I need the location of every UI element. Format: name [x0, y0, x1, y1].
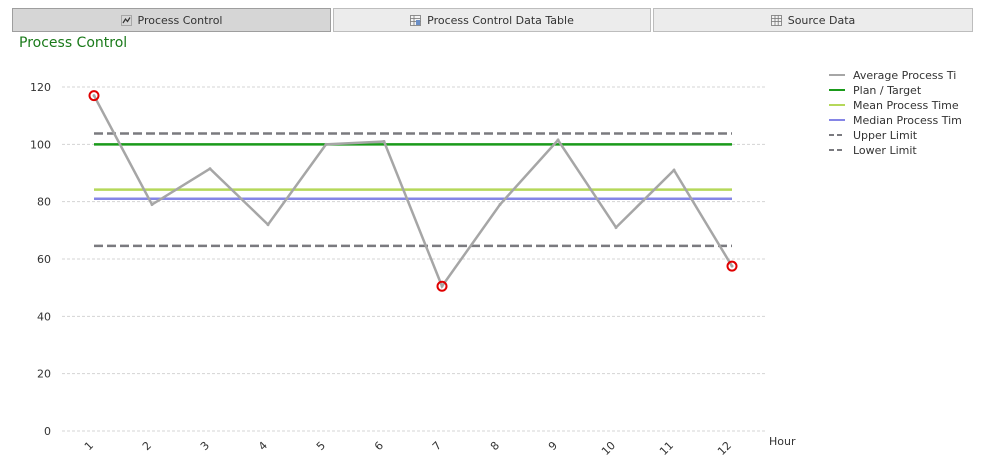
x-axis-label: Hour: [769, 435, 796, 448]
data-point: [92, 94, 96, 98]
x-tick-label: 6: [372, 439, 386, 453]
tab-process-control-data-table[interactable]: Process Control Data Table: [333, 8, 651, 32]
legend-label: Plan / Target: [853, 84, 922, 97]
x-tick-label: 2: [140, 439, 154, 453]
x-tick-label: 10: [599, 439, 618, 458]
y-tick-label: 120: [30, 81, 51, 94]
line-chart-icon: [120, 14, 132, 26]
x-tick-label: 1: [82, 439, 96, 453]
legend-label: Mean Process Time: [853, 99, 959, 112]
x-tick-label: 8: [488, 439, 502, 453]
y-tick-label: 20: [37, 368, 51, 381]
tab-label: Process Control: [137, 13, 223, 27]
x-tick-label: 5: [314, 439, 328, 453]
y-tick-label: 60: [37, 253, 51, 266]
x-tick-label: 4: [256, 439, 270, 453]
highlighted-point: [436, 280, 448, 292]
data-point: [498, 203, 502, 207]
y-tick-label: 80: [37, 196, 51, 209]
x-tick-label: 9: [546, 439, 560, 453]
tab-process-control[interactable]: Process Control: [12, 8, 331, 32]
y-tick-label: 40: [37, 310, 51, 323]
highlighted-point: [726, 260, 738, 272]
data-point: [556, 138, 560, 142]
tab-bar: Process Control Process Control Data Tab…: [12, 8, 973, 32]
x-tick-label: 7: [430, 439, 444, 453]
chart-title: Process Control: [19, 35, 128, 51]
x-tick-label: 11: [657, 439, 676, 458]
legend-label: Median Process Tim: [853, 114, 962, 127]
y-tick-label: 0: [44, 425, 51, 438]
table-icon: [410, 14, 422, 26]
legend-label: Average Process Ti: [853, 69, 956, 82]
data-point: [614, 225, 618, 229]
data-point: [150, 203, 154, 207]
data-point: [730, 264, 734, 268]
x-tick-label: 12: [715, 439, 734, 458]
tab-label: Process Control Data Table: [427, 13, 574, 27]
tab-source-data[interactable]: Source Data: [653, 8, 973, 32]
y-tick-label: 100: [30, 138, 51, 151]
data-point: [382, 139, 386, 143]
grid-icon: [770, 14, 782, 26]
x-tick-label: 3: [198, 439, 212, 453]
data-point: [208, 167, 212, 171]
legend-label: Upper Limit: [853, 129, 918, 142]
data-point: [672, 168, 676, 172]
highlighted-point: [88, 90, 100, 102]
data-point: [440, 284, 444, 288]
legend-label: Lower Limit: [853, 144, 917, 157]
series-line: [92, 95, 734, 289]
data-point: [266, 223, 270, 227]
tab-label: Source Data: [787, 13, 856, 27]
data-point: [324, 142, 328, 146]
